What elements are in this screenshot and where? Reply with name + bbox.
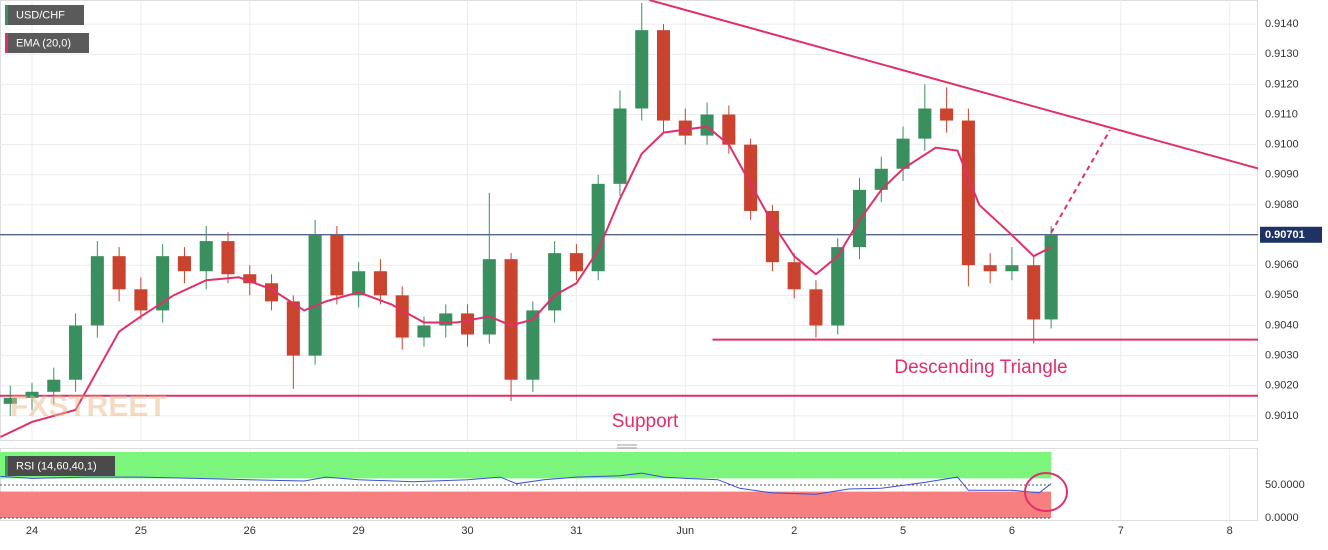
candle-body bbox=[591, 183, 605, 272]
candle-body bbox=[831, 247, 845, 326]
ema-badge bbox=[5, 33, 89, 53]
y-tick-label: 0.9090 bbox=[1265, 169, 1299, 181]
price-tag bbox=[1260, 226, 1322, 243]
y-tick-label: 0.9030 bbox=[1265, 350, 1299, 362]
candle-body bbox=[286, 301, 300, 356]
y-tick-label: 0.9110 bbox=[1265, 108, 1298, 120]
rsi-line bbox=[0, 472, 1052, 495]
y-tick-label: 0.9120 bbox=[1265, 78, 1299, 90]
candle-body bbox=[395, 295, 409, 338]
candle-body bbox=[961, 120, 975, 266]
rsi-tick-label: 0.0000 bbox=[1265, 512, 1299, 524]
rsi-band bbox=[0, 452, 1052, 479]
symbol: USD/CHF bbox=[16, 9, 65, 21]
x-tick-label: Jun bbox=[676, 525, 694, 537]
candle-body bbox=[460, 313, 475, 335]
candle-body bbox=[69, 325, 83, 380]
ema-line bbox=[0, 125, 1052, 438]
rsi-tick-label: 50.0000 bbox=[1265, 479, 1305, 491]
candle-body bbox=[613, 108, 627, 184]
x-tick-label: 2 bbox=[791, 525, 797, 537]
candle-body bbox=[1044, 235, 1058, 320]
candle-body bbox=[744, 144, 758, 211]
candle-body bbox=[548, 253, 562, 311]
candle-body bbox=[569, 253, 583, 272]
candle-body bbox=[1005, 265, 1019, 272]
candle-body bbox=[918, 108, 932, 139]
candle-body bbox=[700, 114, 714, 136]
x-tick-label: 8 bbox=[1227, 525, 1233, 537]
projection-line bbox=[1050, 129, 1111, 234]
candle-body bbox=[156, 256, 170, 311]
candle-body bbox=[896, 138, 910, 169]
candle-body bbox=[112, 256, 126, 290]
candle-body bbox=[635, 30, 649, 109]
symbol-badge bbox=[5, 5, 84, 25]
x-tick-label: 6 bbox=[1009, 525, 1015, 537]
candle-body bbox=[90, 256, 104, 326]
rsi-badge bbox=[5, 456, 115, 476]
candle-body bbox=[765, 210, 779, 263]
candle-body bbox=[243, 274, 257, 284]
candle-body bbox=[526, 310, 540, 380]
candle-body bbox=[504, 259, 518, 380]
badge-accent bbox=[5, 5, 8, 25]
candle-body bbox=[3, 397, 17, 404]
candle-body bbox=[874, 168, 888, 190]
candle-body bbox=[482, 259, 496, 335]
rsi-band bbox=[0, 491, 1052, 518]
y-tick-label: 0.9050 bbox=[1265, 289, 1299, 301]
candle-body bbox=[352, 271, 366, 296]
x-tick-label: 30 bbox=[461, 525, 473, 537]
x-tick-label: 29 bbox=[353, 525, 365, 537]
y-tick-label: 0.9100 bbox=[1265, 139, 1299, 151]
y-tick-label: 0.9010 bbox=[1265, 410, 1299, 422]
pattern-label: Descending Triangle bbox=[894, 357, 1067, 378]
candle-body bbox=[809, 289, 823, 326]
x-tick-label: 25 bbox=[135, 525, 147, 537]
main-panel bbox=[0, 0, 1258, 441]
candle-body bbox=[439, 313, 453, 326]
y-tick-label: 0.9020 bbox=[1265, 380, 1299, 392]
candle-body bbox=[983, 265, 997, 272]
candle-body bbox=[221, 241, 235, 275]
watermark: FXSTREET bbox=[10, 390, 167, 423]
y-tick-label: 0.9080 bbox=[1265, 199, 1299, 211]
support-label: Support bbox=[612, 411, 679, 432]
x-tick-label: 26 bbox=[244, 525, 256, 537]
candle-body bbox=[199, 241, 213, 272]
badge-accent bbox=[5, 456, 8, 476]
candle-body bbox=[1027, 265, 1041, 320]
candle-body bbox=[722, 114, 736, 145]
candle-body bbox=[134, 289, 148, 311]
y-tick-label: 0.9140 bbox=[1265, 18, 1299, 30]
candle-body bbox=[308, 235, 322, 356]
x-tick-label: 7 bbox=[1118, 525, 1124, 537]
badge-accent bbox=[5, 33, 8, 53]
x-tick-label: 5 bbox=[900, 525, 906, 537]
candle-body bbox=[330, 235, 344, 296]
candle-body bbox=[25, 391, 39, 398]
rsi-legend: RSI (14,60,40,1) bbox=[16, 460, 97, 472]
y-tick-label: 0.9040 bbox=[1265, 319, 1299, 331]
y-tick-label: 0.9060 bbox=[1265, 259, 1299, 271]
candle-body bbox=[678, 120, 692, 136]
candle-body bbox=[787, 262, 801, 290]
candle-body bbox=[417, 325, 431, 338]
trend-line bbox=[649, 0, 1259, 170]
candle-body bbox=[940, 108, 954, 121]
candle-body bbox=[177, 256, 191, 272]
highlight-circle bbox=[1024, 472, 1068, 512]
x-tick-label: 31 bbox=[570, 525, 582, 537]
candle-body bbox=[656, 30, 671, 121]
price-tag-label: 0.90701 bbox=[1265, 229, 1305, 241]
candle-body bbox=[373, 271, 387, 296]
candle-body bbox=[47, 379, 61, 392]
ema-legend: EMA (20,0) bbox=[16, 37, 71, 49]
y-tick-label: 0.9130 bbox=[1265, 48, 1299, 60]
x-tick-label: 24 bbox=[26, 525, 38, 537]
